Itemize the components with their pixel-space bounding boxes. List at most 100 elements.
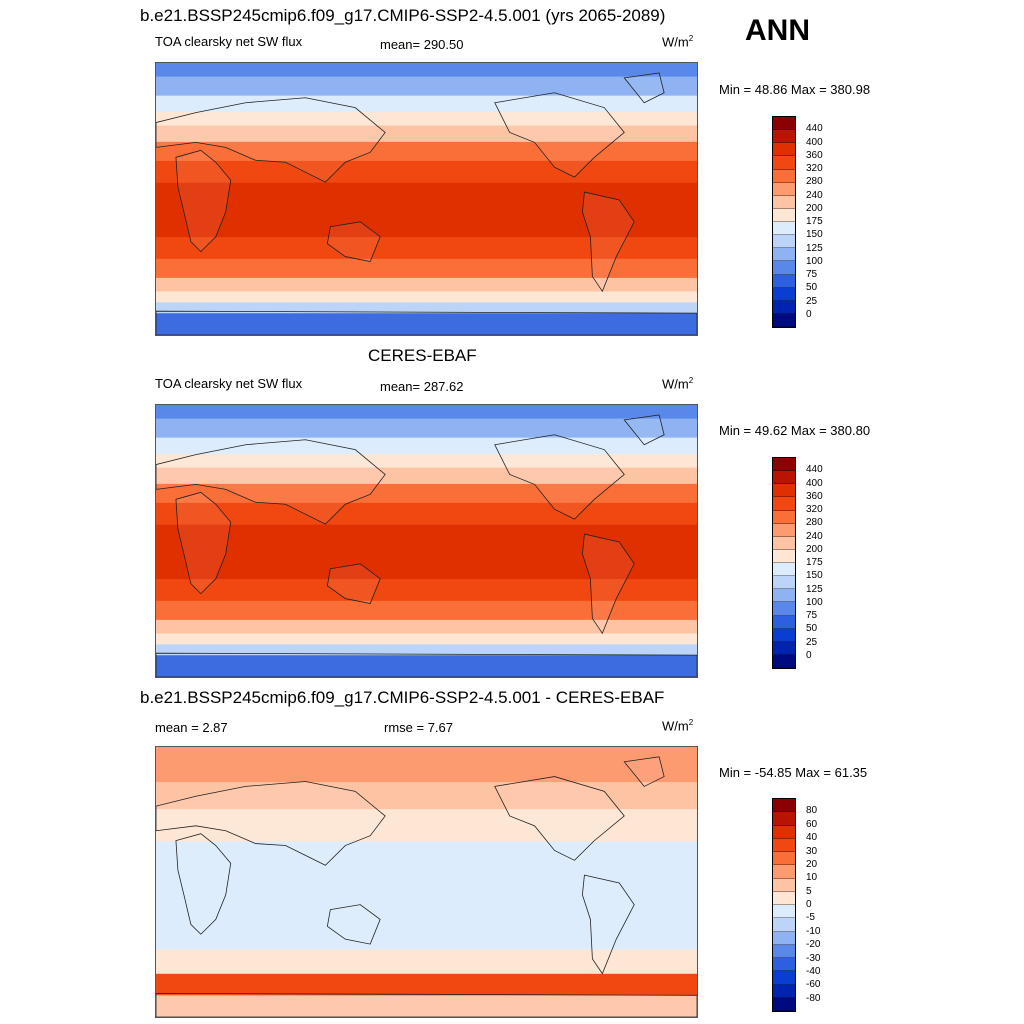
panel-obs-title: CERES-EBAF xyxy=(368,346,477,365)
panel-obs-mean: mean= 287.62 xyxy=(380,379,464,394)
colorbar-swatch xyxy=(773,589,795,603)
colorbar-tick-label: 240 xyxy=(806,530,823,542)
colorbar-swatch xyxy=(773,471,795,485)
map-field-band xyxy=(156,291,697,303)
colorbar-swatch xyxy=(773,628,795,642)
colorbar-swatch xyxy=(773,958,795,972)
colorbar-swatch xyxy=(773,838,795,852)
coastline xyxy=(175,149,232,253)
panel-model-variable: TOA clearsky net SW flux xyxy=(155,34,303,49)
colorbar-tick-label: 75 xyxy=(806,269,818,280)
colorbar-swatch xyxy=(773,997,795,1011)
map-model xyxy=(155,62,698,336)
colorbar-tick-label: 400 xyxy=(806,477,823,489)
coastline xyxy=(623,72,665,104)
coastline xyxy=(494,776,625,861)
map-field-band xyxy=(156,579,697,602)
panel-diff-unit: W/m2 xyxy=(662,718,694,734)
colorbar-tick-label: 280 xyxy=(806,517,823,529)
colorbar-tick-label: 175 xyxy=(806,216,823,227)
map-field-band xyxy=(156,973,697,996)
panel-diff-minmax: Min = -54.85 Max = 61.35 xyxy=(719,765,868,780)
map-field-band xyxy=(156,809,697,842)
main-title: b.e21.BSSP245cmip6.f09_g17.CMIP6-SSP2-4.… xyxy=(140,6,666,25)
colorbar-swatch xyxy=(773,984,795,998)
colorbar-tick-label: 60 xyxy=(806,818,818,830)
coastline xyxy=(494,92,625,178)
colorbar-tick-label: 25 xyxy=(806,295,818,307)
colorbar-model xyxy=(772,116,796,328)
coastline xyxy=(156,310,697,335)
colorbar-tick-label: -60 xyxy=(806,979,821,991)
colorbar-tick-label: 175 xyxy=(806,557,823,568)
colorbar-swatch xyxy=(773,576,795,590)
map-field-band xyxy=(156,258,697,279)
colorbar-tick-label: 5 xyxy=(806,885,812,897)
colorbar-swatch xyxy=(773,287,795,301)
map-diff-svg xyxy=(156,747,697,1017)
colorbar-tick-label: 100 xyxy=(806,596,823,608)
coastline xyxy=(582,191,635,293)
colorbar-swatch xyxy=(773,222,795,236)
colorbar-tick-label: -5 xyxy=(806,912,815,924)
colorbar-tick-label: 440 xyxy=(806,123,823,135)
colorbar-tick-label: 10 xyxy=(806,872,818,884)
coastline xyxy=(326,563,381,604)
colorbar-swatch xyxy=(773,195,795,209)
colorbar-tick-label: -20 xyxy=(806,939,821,951)
colorbar-tick-label: 50 xyxy=(806,282,818,294)
panel-obs-minmax: Min = 49.62 Max = 380.80 xyxy=(719,423,871,438)
colorbar-tick-label: 75 xyxy=(806,610,818,621)
colorbar-diff xyxy=(772,798,796,1012)
colorbar-swatch xyxy=(773,130,795,144)
colorbar-swatch xyxy=(773,563,795,577)
panel-obs-unit: W/m2 xyxy=(662,376,694,392)
colorbar-swatch xyxy=(773,169,795,183)
map-model-svg xyxy=(156,63,697,335)
colorbar-swatch xyxy=(773,117,795,131)
colorbar-swatch xyxy=(773,248,795,262)
colorbar-tick-label: -40 xyxy=(806,965,821,977)
coastline xyxy=(156,439,386,525)
colorbar-tick-label: 0 xyxy=(806,308,812,320)
map-field-band xyxy=(156,160,697,184)
coastline xyxy=(623,756,665,787)
colorbar-swatch xyxy=(773,812,795,826)
map-field-band xyxy=(156,949,697,975)
map-obs xyxy=(155,404,698,678)
colorbar-tick-label: 320 xyxy=(806,504,823,515)
colorbar-swatch xyxy=(773,865,795,879)
colorbar-tick-label: 0 xyxy=(806,899,812,910)
colorbar-swatch xyxy=(773,156,795,170)
panel-model-mean: mean= 290.50 xyxy=(380,37,464,52)
map-field-band xyxy=(156,302,697,314)
map-field-band xyxy=(156,600,697,621)
coastline xyxy=(326,221,381,262)
map-field-band xyxy=(156,76,697,97)
panel-model-unit: W/m2 xyxy=(662,34,694,50)
colorbar-tick-label: 240 xyxy=(806,189,823,201)
colorbar-swatch xyxy=(773,458,795,472)
map-field-band xyxy=(156,633,697,645)
colorbar-swatch xyxy=(773,274,795,288)
colorbar-tick-label: 360 xyxy=(806,149,823,161)
map-obs-svg xyxy=(156,405,697,677)
map-field-band xyxy=(156,95,697,113)
colorbar-tick-label: -10 xyxy=(806,925,821,937)
coastline xyxy=(175,491,232,595)
map-field-band xyxy=(156,524,697,580)
colorbar-swatch xyxy=(773,300,795,314)
map-field-band xyxy=(156,125,697,143)
colorbar-tick-label: 40 xyxy=(806,832,818,844)
map-field-band xyxy=(156,141,697,162)
map-field-band xyxy=(156,237,697,260)
coastline xyxy=(326,904,381,945)
colorbar-tick-label: -30 xyxy=(806,952,821,964)
colorbar-swatch xyxy=(773,143,795,157)
colorbar-swatch xyxy=(773,523,795,537)
colorbar-tick-label: 400 xyxy=(806,136,823,148)
colorbar-swatch xyxy=(773,182,795,196)
colorbar-swatch xyxy=(773,641,795,655)
colorbar-tick-label: 25 xyxy=(806,636,818,648)
panel-diff-mean: mean = 2.87 xyxy=(155,720,228,735)
